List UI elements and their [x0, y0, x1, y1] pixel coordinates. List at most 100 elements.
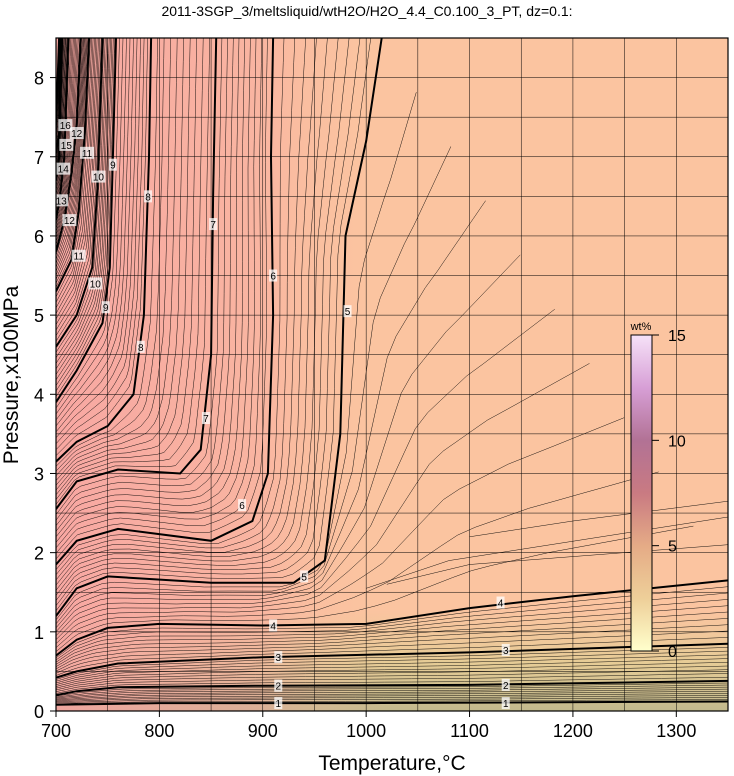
minor-contour-line — [56, 654, 728, 684]
contour-label-bg — [80, 146, 95, 159]
minor-contour-line — [56, 38, 72, 227]
major-contour-9 — [56, 38, 117, 403]
contour-label: 5 — [301, 572, 307, 583]
y-tick-label: 0 — [34, 702, 44, 722]
contour-label-bg — [62, 214, 77, 227]
minor-contour-line — [56, 682, 728, 697]
contour-label: 16 — [60, 121, 72, 132]
colorbar-label: wt% — [630, 321, 652, 333]
contour-label: 13 — [56, 196, 68, 207]
minor-contour-line — [56, 38, 85, 268]
contour-label: 12 — [64, 216, 76, 227]
contour-label-bg — [496, 596, 505, 609]
minor-contour-line — [56, 38, 65, 193]
minor-contour-line — [56, 254, 521, 632]
minor-contour-line — [56, 38, 361, 606]
contour-label-bg — [201, 412, 210, 425]
colorbar-tick-label: 10 — [668, 433, 686, 450]
minor-contour-line — [56, 38, 93, 303]
contour-label: 1 — [275, 699, 281, 710]
contour-label-bg — [108, 158, 117, 171]
colorbar-ticks: 0 5 10 15 — [652, 328, 686, 661]
contour-label-bg — [58, 119, 73, 132]
minor-contour-line — [56, 38, 285, 570]
minor-contour-line — [56, 676, 728, 694]
minor-contour-line — [56, 38, 178, 481]
y-axis: 0 1 2 3 4 5 6 7 8 — [34, 69, 56, 722]
minor-contour-line — [56, 38, 184, 486]
minor-contour-line — [56, 38, 339, 596]
contour-label-bg — [59, 138, 74, 151]
colorbar-tick-label: 15 — [668, 328, 686, 345]
plot-frame — [55, 37, 729, 712]
minor-contour-line — [56, 363, 590, 640]
minor-contour-line — [56, 662, 728, 687]
minor-contour-line — [56, 38, 87, 276]
contour-label-bg — [56, 162, 71, 175]
y-tick-label: 4 — [34, 385, 44, 405]
minor-contour-line — [56, 38, 131, 427]
minor-contour-line — [56, 38, 98, 325]
y-tick-label: 7 — [34, 148, 44, 168]
minor-contour-line — [56, 38, 317, 586]
minor-contour-line — [56, 38, 105, 353]
contour-label-bg — [69, 127, 84, 140]
minor-contour-line — [56, 38, 84, 264]
minor-contour-line — [56, 38, 124, 415]
y-tick-label: 3 — [34, 464, 44, 484]
y-tick-label: 5 — [34, 306, 44, 326]
contour-label: 10 — [93, 173, 105, 184]
minor-contour-line — [56, 38, 251, 543]
minor-contour-line — [56, 38, 328, 591]
minor-contour-line — [56, 38, 91, 298]
contour-label: 11 — [74, 252, 85, 263]
contour-label-bg — [88, 277, 103, 290]
minor-contour-line — [56, 618, 728, 670]
minor-contour-line — [56, 693, 728, 702]
major-contour-8 — [56, 38, 153, 463]
minor-contour-line — [56, 525, 694, 652]
minor-contour-line — [56, 38, 86, 272]
minor-contour-line — [56, 586, 728, 658]
minor-contour-line — [56, 38, 73, 230]
minor-contour-line — [56, 38, 94, 309]
minor-contour-line — [56, 38, 165, 472]
contour-label: 4 — [498, 599, 504, 610]
major-contour-13 — [56, 38, 70, 221]
contour-label-bg — [101, 301, 110, 314]
minor-contour-line — [56, 38, 102, 342]
plot-background-overlay — [56, 38, 728, 711]
minor-contour-line — [56, 38, 95, 314]
major-contour-4 — [56, 579, 728, 657]
minor-contour-line — [56, 624, 728, 672]
minor-contour-line — [56, 38, 74, 233]
contour-label-bg — [274, 697, 283, 710]
major-contour-11 — [56, 38, 91, 292]
minor-contour-line — [56, 637, 728, 676]
contour-label-bg — [71, 249, 86, 262]
minor-contour-line — [56, 38, 158, 467]
contour-label-bg — [144, 190, 153, 203]
major-contour-15 — [56, 38, 62, 153]
minor-contour-line — [56, 647, 728, 680]
minor-contour-line — [56, 38, 127, 421]
contour-label: 2 — [275, 682, 281, 693]
contour-label: 11 — [82, 149, 93, 160]
minor-contour-line — [56, 630, 728, 674]
contour-label-bg — [54, 194, 69, 207]
major-contour-2 — [56, 679, 728, 697]
minor-contour-line — [56, 592, 728, 661]
major-contour-6 — [56, 38, 275, 566]
contour-label: 3 — [503, 646, 509, 657]
contour-label-bg — [136, 340, 145, 353]
contour-label: 6 — [239, 501, 245, 512]
contour-label: 1 — [503, 699, 509, 710]
major-contour-1 — [56, 700, 728, 706]
minor-contour-line — [56, 38, 234, 526]
minor-contour-line — [56, 38, 245, 537]
minor-contour-line — [56, 699, 728, 704]
minor-contour-line — [56, 38, 204, 500]
minor-contour-line — [56, 417, 625, 644]
minor-contour-line — [56, 665, 728, 689]
